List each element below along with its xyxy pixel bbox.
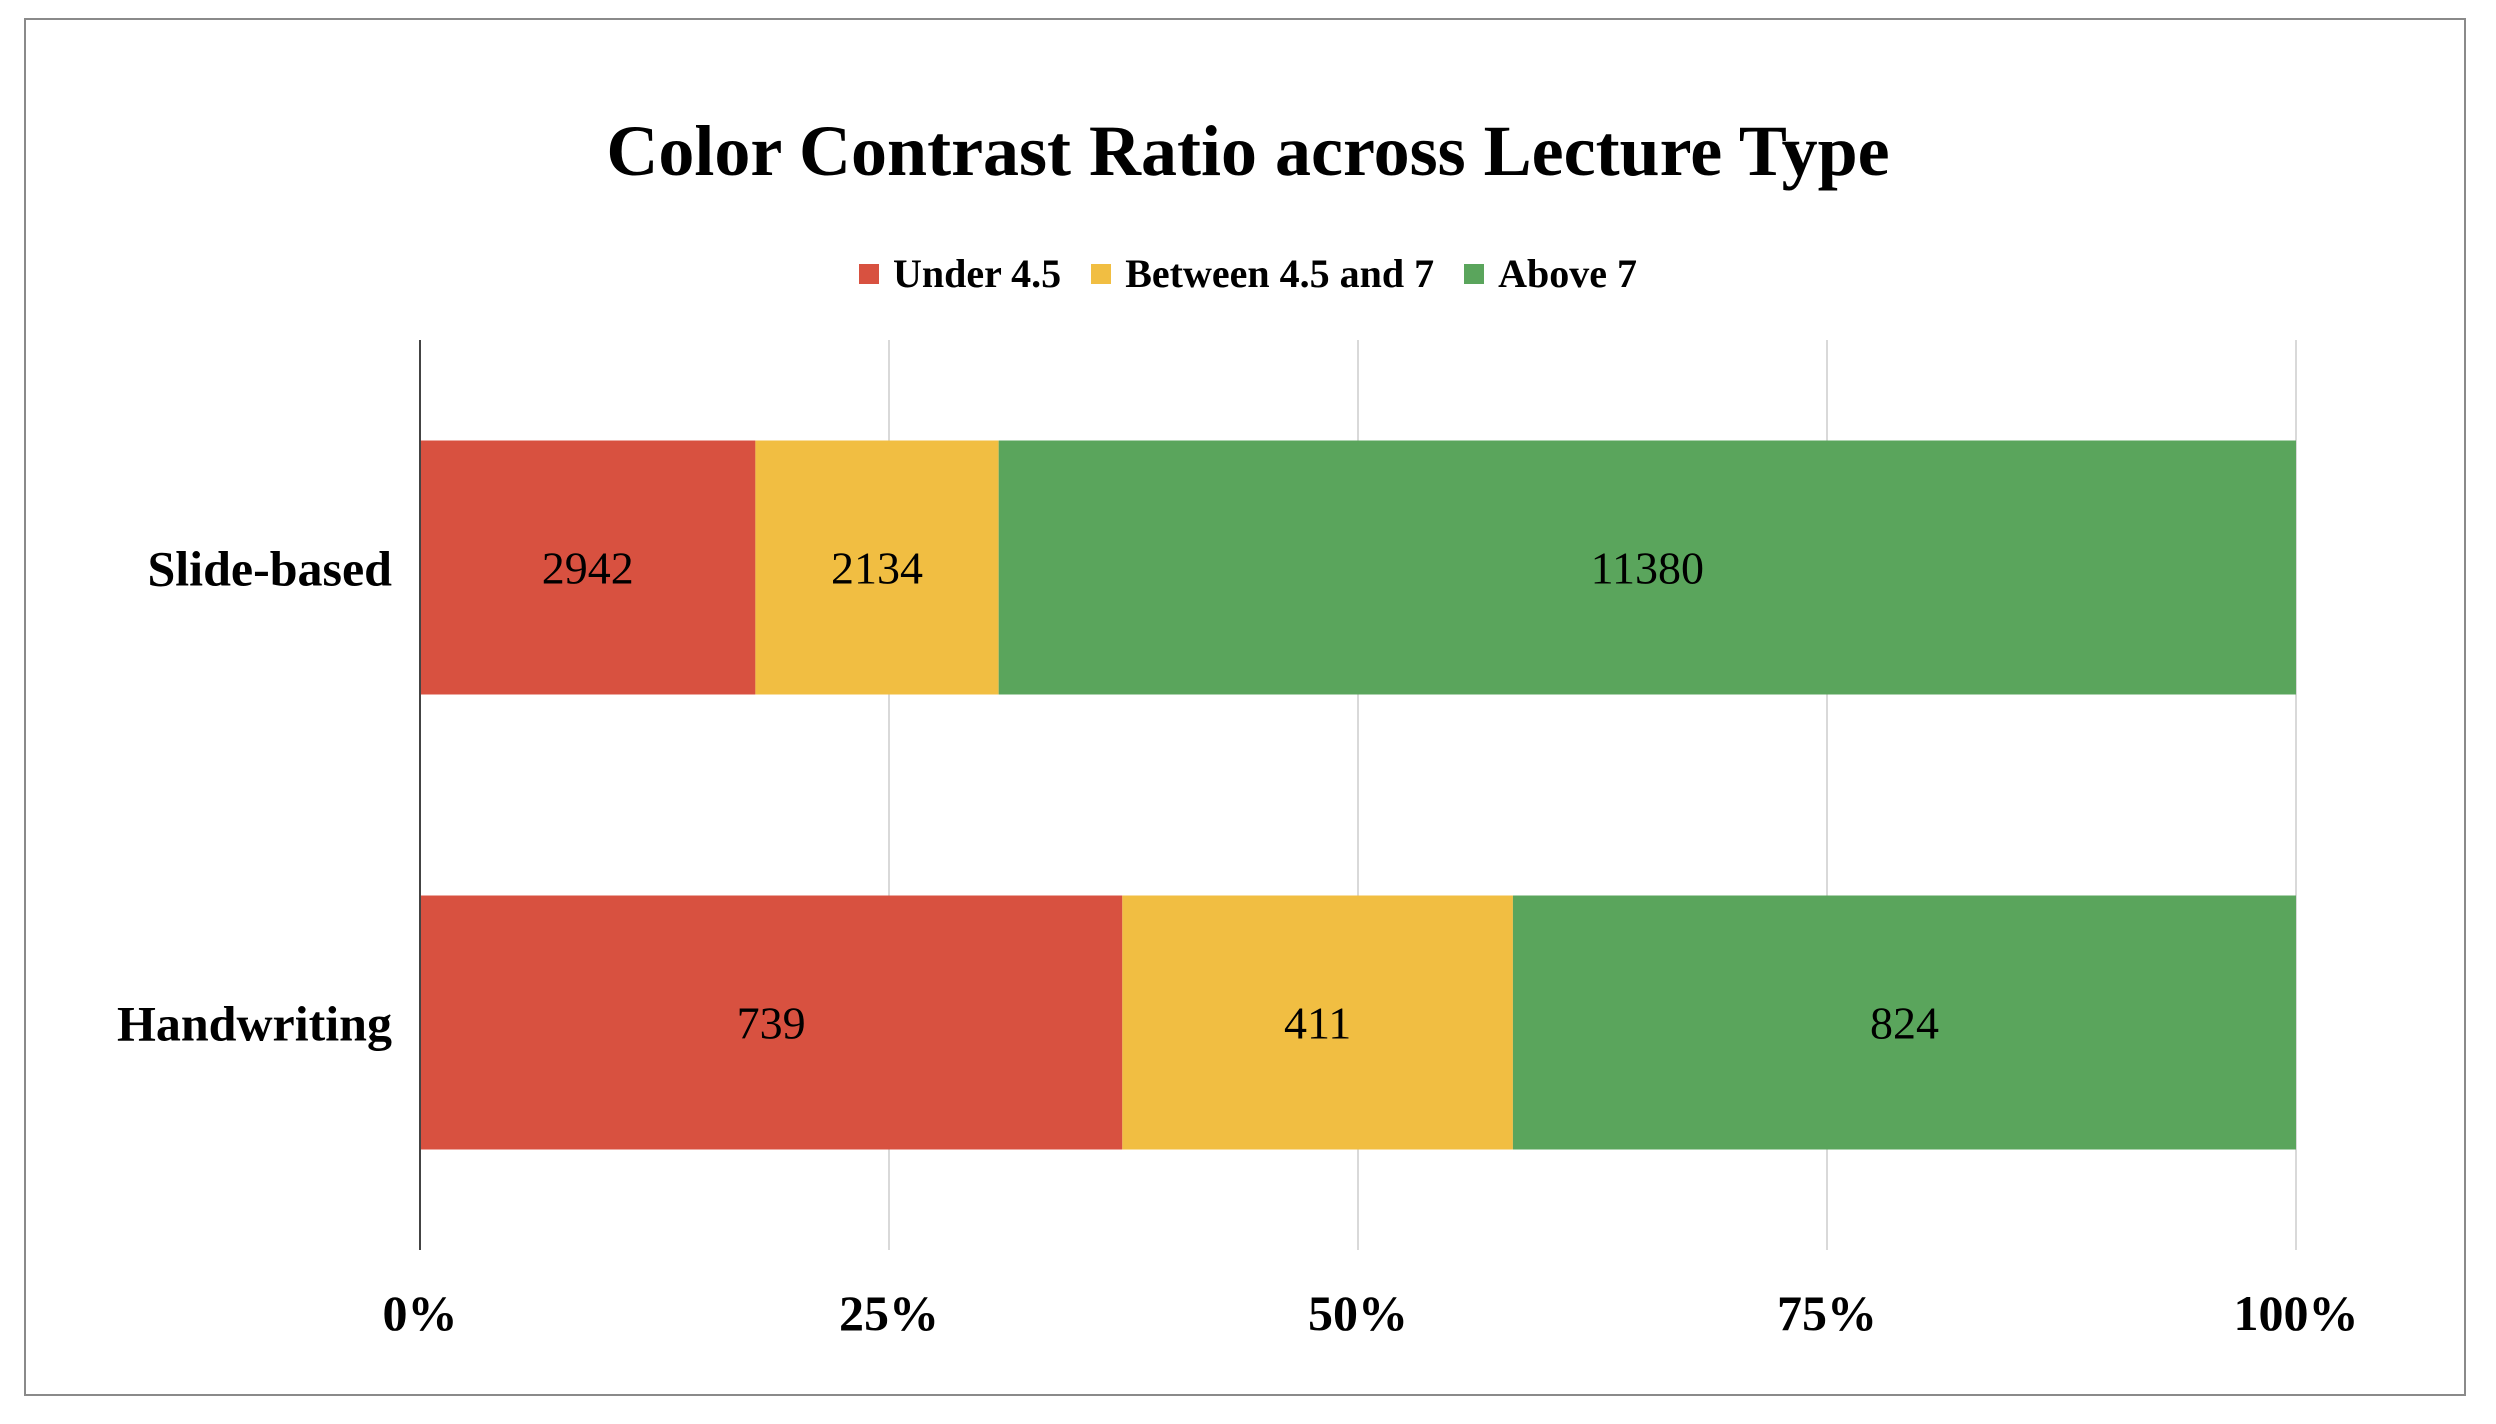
data-label-handwriting-series-0: 739 — [737, 998, 806, 1049]
x-tick-label-3: 75% — [1777, 1285, 1877, 1341]
data-label-handwriting-series-2: 824 — [1870, 998, 1939, 1049]
category-label-0: Slide-based — [147, 541, 392, 597]
category-label-1: Handwriting — [117, 996, 392, 1052]
data-label-slide-based-series-0: 2942 — [542, 543, 634, 594]
data-label-slide-based-series-1: 2134 — [831, 543, 923, 594]
x-tick-label-1: 25% — [839, 1285, 939, 1341]
data-label-slide-based-series-2: 11380 — [1591, 543, 1704, 594]
data-label-handwriting-series-1: 411 — [1284, 998, 1351, 1049]
x-tick-label-0: 0% — [383, 1285, 458, 1341]
x-tick-label-4: 100% — [2234, 1285, 2359, 1341]
x-tick-label-2: 50% — [1308, 1285, 1408, 1341]
